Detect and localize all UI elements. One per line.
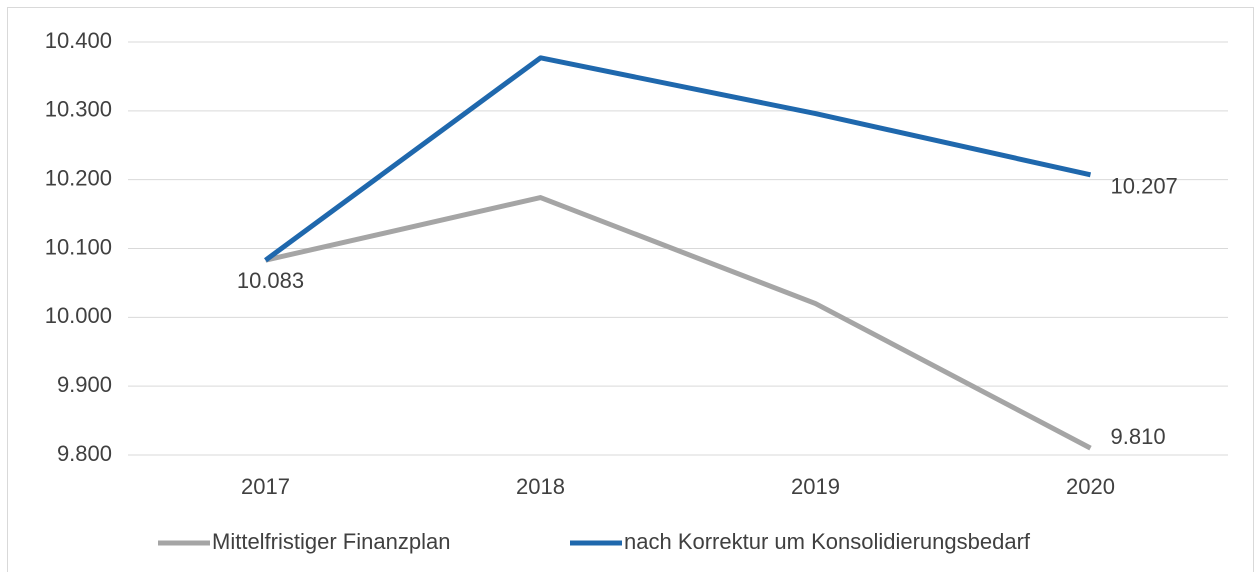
y-tick-label: 9.800 [57,441,112,466]
data-label: 10.207 [1111,174,1178,199]
y-tick-label: 10.300 [45,97,112,122]
series-line [264,55,1092,263]
y-tick-label: 10.400 [45,28,112,53]
x-tick-label: 2018 [516,474,565,499]
legend-label: Mittelfristiger Finanzplan [212,529,450,554]
y-tick-label: 10.100 [45,234,112,259]
legend-label: nach Korrektur um Konsolidierungsbedarf [624,529,1031,554]
y-tick-label: 10.000 [45,303,112,328]
data-label: 9.810 [1111,424,1166,449]
y-tick-label: 10.200 [45,165,112,190]
y-tick-label: 9.900 [57,372,112,397]
x-tick-label: 2019 [791,474,840,499]
data-label: 10.083 [237,268,304,293]
chart-border [7,7,1254,572]
series-line [264,195,1092,451]
x-tick-label: 2017 [241,474,290,499]
x-tick-label: 2020 [1066,474,1115,499]
